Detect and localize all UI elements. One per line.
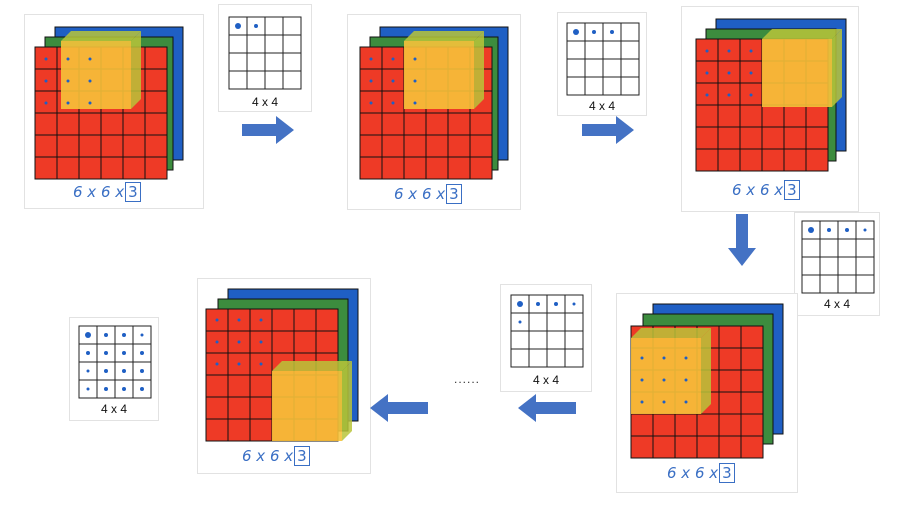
filter-dots: [640, 356, 688, 404]
output-grid-panel-4: 4 x 4: [500, 284, 592, 392]
output-size-label: 4 x 4: [532, 373, 559, 387]
volume-graphic: [205, 288, 359, 442]
arrow-right-icon: [242, 116, 294, 144]
arrow-left-icon: [370, 394, 428, 422]
output-grid: [801, 220, 875, 294]
volume-graphic: [630, 303, 784, 459]
filled-output-dots: [85, 332, 144, 391]
output-size-label: 4 x 4: [100, 402, 127, 416]
output-grid: [228, 16, 302, 90]
output-grid: [510, 294, 584, 368]
filter-dots: [705, 49, 753, 97]
output-size-label: 4 x 4: [823, 297, 850, 311]
output-size-label: 4 x 4: [588, 99, 615, 113]
volume-graphic: [34, 26, 184, 180]
ellipsis-text: ......: [454, 372, 481, 386]
filter-dots: [215, 318, 263, 366]
output-size-label: 4 x 4: [251, 95, 278, 109]
arrow-down-icon: [728, 214, 756, 266]
filter-dots: [44, 57, 92, 105]
volume-graphic: [695, 18, 847, 172]
output-grid-panel-3: 4 x 4: [794, 212, 880, 316]
output-grid-panel-final: 4 x 4: [69, 317, 159, 421]
output-grid-panel-1: 4 x 4: [218, 4, 312, 112]
arrow-left-icon: [518, 394, 576, 422]
output-grid-panel-2: 4 x 4: [557, 12, 647, 116]
output-grid: [566, 22, 640, 96]
volume-graphic: [359, 26, 509, 180]
output-grid: [78, 325, 152, 399]
arrow-right-icon: [582, 116, 634, 144]
filter-dots: [369, 57, 417, 105]
